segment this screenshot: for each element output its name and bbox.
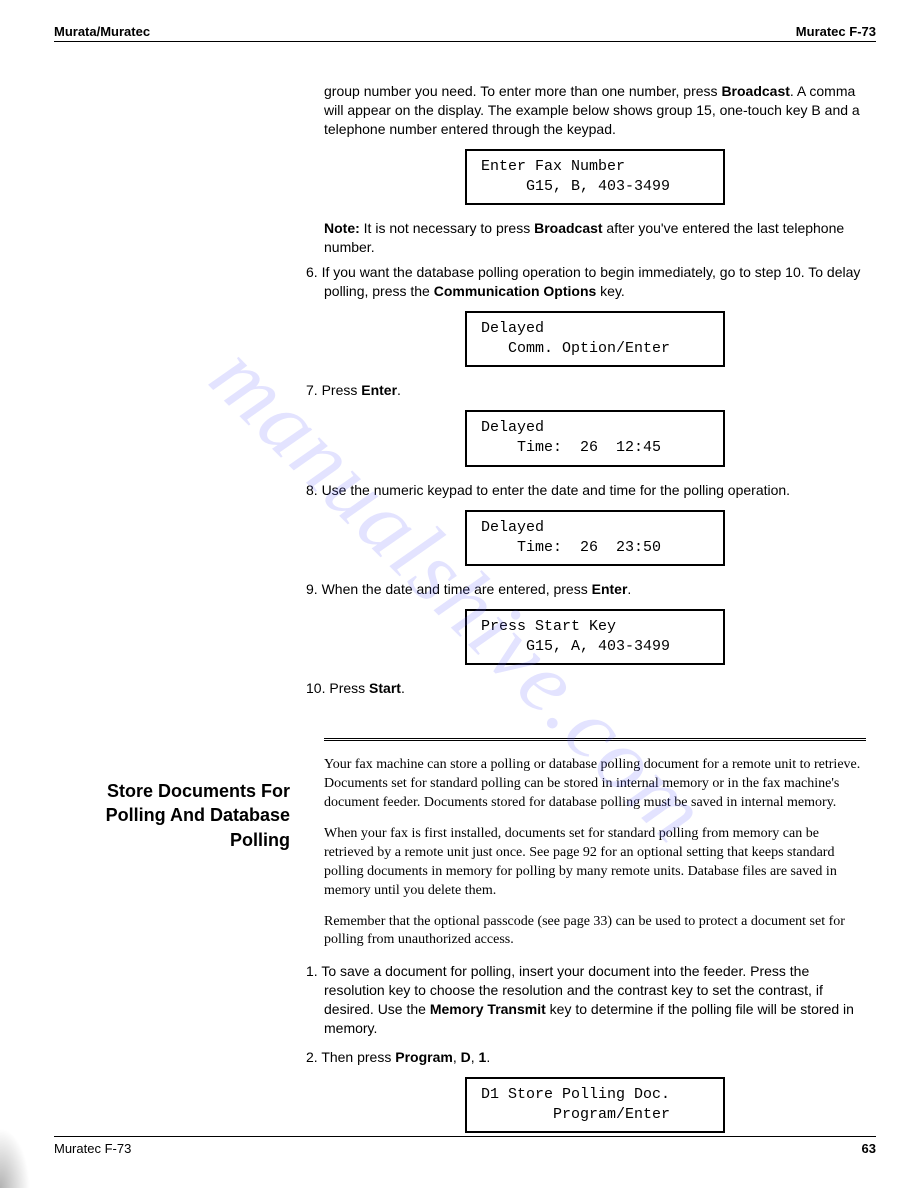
- new-step-1: 1. To save a document for polling, inser…: [306, 962, 866, 1038]
- scan-artifact: [0, 1128, 30, 1188]
- step-9: 9. When the date and time are entered, p…: [306, 580, 866, 599]
- new-step-2: 2. Then press Program, D, 1.: [306, 1048, 866, 1067]
- section-divider: [324, 738, 866, 742]
- lcd-line: Delayed: [481, 418, 709, 438]
- bold-term: Program: [395, 1049, 453, 1065]
- text: 2. Then press: [306, 1049, 395, 1065]
- header-right: Muratec F-73: [796, 24, 876, 39]
- step-10: 10. Press Start.: [306, 679, 866, 698]
- text: .: [486, 1049, 490, 1065]
- lcd-line: Enter Fax Number: [481, 157, 709, 177]
- text: key.: [596, 283, 625, 299]
- bold-term: Memory Transmit: [430, 1001, 546, 1017]
- bold-term: D: [461, 1049, 471, 1065]
- lcd-line: Delayed: [481, 319, 709, 339]
- step-6: 6. If you want the database polling oper…: [306, 263, 866, 301]
- lcd-display-3: Delayed Time: 26 12:45: [465, 410, 725, 467]
- note-para: Note: It is not necessary to press Broad…: [324, 219, 866, 257]
- lcd-display-4: Delayed Time: 26 23:50: [465, 510, 725, 567]
- lcd-line: D1 Store Polling Doc.: [481, 1085, 709, 1105]
- page-header: Murata/Muratec Muratec F-73: [54, 24, 876, 42]
- header-left: Murata/Muratec: [54, 24, 150, 39]
- lcd-line: Delayed: [481, 518, 709, 538]
- lcd-display-1: Enter Fax Number G15, B, 403-3499: [465, 149, 725, 206]
- lcd-line: Press Start Key: [481, 617, 709, 637]
- body-para-3: Remember that the optional passcode (see…: [324, 913, 866, 951]
- page-footer: Muratec F-73 63: [54, 1136, 876, 1156]
- section-heading: Store Documents For Polling And Database…: [60, 779, 290, 852]
- text: .: [627, 581, 631, 597]
- lcd-line: Program/Enter: [481, 1105, 709, 1125]
- intro-para: group number you need. To enter more tha…: [324, 82, 866, 139]
- lcd-display-6: D1 Store Polling Doc. Program/Enter: [465, 1077, 725, 1134]
- lcd-display-5: Press Start Key G15, A, 403-3499: [465, 609, 725, 666]
- text: group number you need. To enter more tha…: [324, 83, 721, 99]
- bold-term: Start: [369, 680, 401, 696]
- lcd-line: Comm. Option/Enter: [481, 339, 709, 359]
- bold-term: Communication Options: [434, 283, 597, 299]
- text: 9. When the date and time are entered, p…: [306, 581, 592, 597]
- bold-term: Enter: [592, 581, 628, 597]
- bold-term: Broadcast: [721, 83, 789, 99]
- bold-term: Broadcast: [534, 220, 602, 236]
- footer-left: Muratec F-73: [54, 1141, 131, 1156]
- step-7: 7. Press Enter.: [306, 381, 866, 400]
- text: 10. Press: [306, 680, 369, 696]
- bold-term: Enter: [361, 382, 397, 398]
- step-8: 8. Use the numeric keypad to enter the d…: [306, 481, 866, 500]
- manual-page: manualshive.com Murata/Muratec Muratec F…: [0, 0, 918, 1188]
- lcd-line: Time: 26 12:45: [481, 438, 709, 458]
- text: 8. Use the numeric keypad to enter the d…: [306, 482, 790, 498]
- text: .: [397, 382, 401, 398]
- lcd-display-2: Delayed Comm. Option/Enter: [465, 311, 725, 368]
- text: 7. Press: [306, 382, 361, 398]
- lcd-line: Time: 26 23:50: [481, 538, 709, 558]
- text: ,: [471, 1049, 479, 1065]
- lcd-line: G15, B, 403-3499: [481, 177, 709, 197]
- main-content: group number you need. To enter more tha…: [324, 82, 866, 1133]
- footer-page-number: 63: [862, 1141, 876, 1156]
- text: ,: [453, 1049, 461, 1065]
- note-label: Note:: [324, 220, 360, 236]
- body-para-1: Your fax machine can store a polling or …: [324, 756, 866, 813]
- text: It is not necessary to press: [360, 220, 534, 236]
- text: .: [401, 680, 405, 696]
- lcd-line: G15, A, 403-3499: [481, 637, 709, 657]
- body-para-2: When your fax is first installed, docume…: [324, 825, 866, 901]
